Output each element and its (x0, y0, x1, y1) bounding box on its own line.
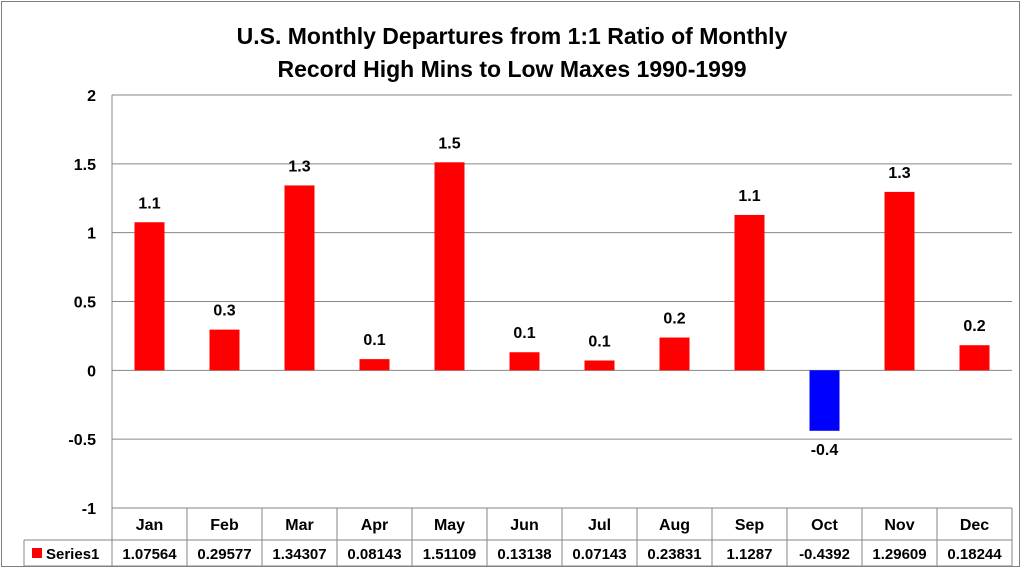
table-cell-value: 1.51109 (423, 546, 476, 563)
data-label: -0.4 (811, 442, 839, 459)
table-cell-value: -0.4392 (799, 546, 850, 563)
table-cell-value: 0.07143 (572, 546, 626, 563)
table-cell-value: 1.29609 (872, 546, 926, 563)
data-label: 0.1 (363, 332, 385, 349)
bar (734, 214, 765, 371)
bar (434, 162, 465, 371)
x-category-label: Mar (285, 517, 313, 534)
y-tick-label: 0 (87, 363, 96, 380)
data-label: 0.1 (588, 333, 610, 350)
table-cell-value: 1.07564 (122, 546, 177, 563)
x-category-label: Jul (588, 517, 611, 534)
bar (959, 345, 990, 371)
data-label: 0.3 (213, 303, 235, 320)
x-category-label: May (434, 517, 465, 534)
legend-swatch (32, 548, 42, 558)
bar (284, 185, 315, 371)
data-label: 1.3 (888, 165, 910, 182)
table-cell-value: 0.18244 (947, 546, 1002, 563)
bar (209, 329, 240, 371)
bar (134, 222, 165, 371)
y-tick-label: -0.5 (68, 432, 96, 449)
data-label: 0.1 (513, 325, 535, 342)
bar (509, 352, 540, 371)
y-tick-label: 1.5 (74, 157, 96, 174)
data-label: 0.2 (663, 311, 685, 328)
bar (659, 337, 690, 371)
x-category-label: Aug (659, 517, 690, 534)
chart-title-line-2: Record High Mins to Low Maxes 1990-1999 (277, 56, 747, 82)
chart-title-line-1: U.S. Monthly Departures from 1:1 Ratio o… (236, 23, 788, 49)
x-category-label: Feb (210, 517, 239, 534)
y-tick-label: 1 (87, 226, 96, 243)
data-label: 1.1 (138, 195, 160, 212)
table-cell-value: 0.29577 (197, 546, 251, 563)
chart-title: U.S. Monthly Departures from 1:1 Ratio o… (0, 20, 1024, 86)
legend-series-name: Series1 (46, 546, 99, 563)
table-cell-value: 1.34307 (272, 546, 326, 563)
bar (884, 191, 915, 371)
table-cell-value: 0.23831 (647, 546, 701, 563)
table-cell-value: 0.08143 (347, 546, 401, 563)
x-category-label: Apr (361, 517, 389, 534)
y-tick-label: 2 (87, 88, 96, 105)
bar (584, 360, 615, 371)
x-category-label: Nov (884, 517, 914, 534)
data-label: 1.3 (288, 158, 310, 175)
bar (809, 370, 840, 431)
bar (359, 359, 390, 371)
x-category-label: Jan (136, 517, 164, 534)
data-label: 0.2 (963, 318, 985, 335)
x-category-label: Sep (735, 517, 765, 534)
data-label: 1.5 (438, 135, 460, 152)
y-tick-label: 0.5 (74, 295, 96, 312)
x-category-label: Jun (510, 517, 538, 534)
data-label: 1.1 (738, 188, 760, 205)
table-cell-value: 1.1287 (727, 546, 773, 563)
table-cell-value: 0.13138 (497, 546, 551, 563)
x-category-label: Oct (811, 517, 838, 534)
x-category-label: Dec (960, 517, 989, 534)
y-tick-label: -1 (82, 501, 96, 518)
